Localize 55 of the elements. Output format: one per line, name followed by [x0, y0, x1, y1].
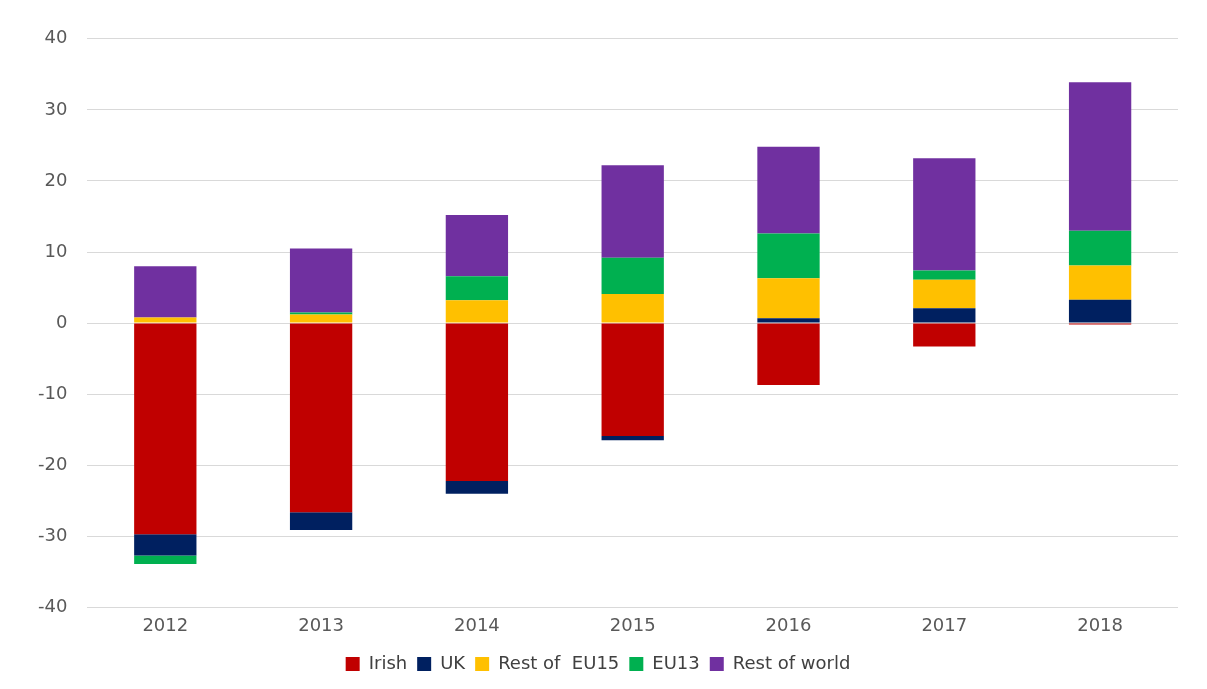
- bar: [134, 323, 197, 535]
- legend-label: Rest of world: [732, 651, 851, 673]
- y-tick-label: -30: [37, 524, 68, 545]
- x-tick-label: 2017: [921, 613, 968, 635]
- bar: [445, 276, 509, 301]
- x-tick-label: 2012: [142, 613, 189, 635]
- x-tick-label: 2018: [1077, 613, 1124, 635]
- bar: [289, 512, 353, 530]
- legend-label: UK: [440, 651, 467, 673]
- bar: [757, 146, 820, 234]
- bar: [757, 318, 820, 323]
- bar: [1068, 230, 1132, 266]
- bar: [134, 266, 197, 318]
- bar: [445, 300, 509, 323]
- bar: [757, 278, 820, 319]
- y-tick-label: -20: [37, 452, 68, 474]
- bar: [913, 323, 976, 347]
- bar: [134, 534, 197, 556]
- bar: [601, 323, 664, 437]
- bar: [445, 215, 509, 277]
- y-tick-label: -40: [37, 595, 68, 617]
- bar: [1068, 82, 1132, 231]
- bar: [913, 270, 976, 280]
- bar: [289, 323, 353, 513]
- bar: [601, 165, 664, 258]
- bar: [601, 436, 664, 441]
- bar: [445, 323, 509, 481]
- bar: [445, 480, 509, 494]
- x-tick-label: 2016: [765, 613, 812, 635]
- bar: [134, 555, 197, 565]
- bar: [913, 279, 976, 309]
- y-tick-label: 30: [44, 97, 68, 119]
- bar: [913, 308, 976, 323]
- legend-label: Rest of EU15: [498, 651, 620, 673]
- x-tick-label: 2015: [609, 613, 656, 635]
- bar: [601, 257, 664, 294]
- bar: [913, 158, 976, 271]
- bar: [289, 312, 353, 315]
- bar: [289, 314, 353, 323]
- y-tick-label: 40: [44, 26, 68, 48]
- y-tick-label: -10: [37, 381, 68, 403]
- bar: [757, 323, 820, 385]
- legend-label: Irish: [368, 651, 408, 673]
- x-tick-label: 2014: [453, 613, 500, 635]
- bar: [601, 293, 664, 323]
- y-tick-label: 20: [44, 168, 68, 190]
- bar: [1068, 265, 1132, 300]
- bar: [1068, 299, 1132, 323]
- bar: [289, 248, 353, 313]
- y-tick-label: 0: [55, 310, 68, 332]
- bar: [134, 317, 197, 323]
- bar: [757, 233, 820, 279]
- y-tick-label: 10: [44, 239, 68, 261]
- x-tick-label: 2013: [298, 613, 345, 635]
- legend-label: EU13: [652, 651, 700, 673]
